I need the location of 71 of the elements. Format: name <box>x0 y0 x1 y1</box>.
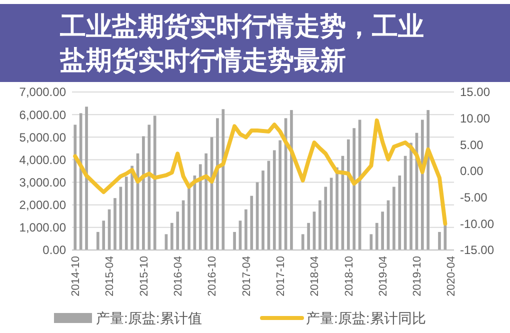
line-series <box>73 118 448 226</box>
bar <box>114 198 116 250</box>
y2-tick-label: 15.00 <box>460 85 490 100</box>
bar <box>336 167 338 250</box>
bar <box>278 140 282 250</box>
bar <box>370 234 373 250</box>
bar <box>148 124 151 250</box>
bar <box>124 176 128 250</box>
y2-tick-label: -10.00 <box>460 216 494 231</box>
bar <box>381 212 384 250</box>
bar <box>352 128 356 250</box>
x-tick-label: 2017-10 <box>274 256 287 296</box>
bar <box>102 220 106 250</box>
bar <box>176 212 180 250</box>
bar <box>272 150 276 250</box>
bar <box>130 166 134 250</box>
bar <box>142 136 145 250</box>
y-tick-label: 0.00 <box>42 243 66 258</box>
bar <box>85 106 88 250</box>
y2-tick-label: -5.00 <box>460 190 488 205</box>
bar <box>426 110 430 250</box>
bar <box>346 139 350 250</box>
bar <box>375 222 378 250</box>
x-tick-label: 2015-10 <box>138 256 150 296</box>
bar <box>324 186 328 250</box>
bar <box>96 232 100 250</box>
bar <box>216 118 219 250</box>
bar <box>198 164 202 250</box>
chart-title: 工业盐期货实时行情走势，工业盐期货实时行情走势最新 <box>59 12 424 76</box>
y2-tick-label: 5.00 <box>460 138 484 152</box>
x-tick-label: 2020-04 <box>446 256 458 296</box>
bar <box>420 120 424 250</box>
bar <box>301 234 304 250</box>
bar <box>398 176 402 250</box>
y2-tick-label: 10.00 <box>460 112 490 126</box>
y-tick-label: 7,000.00 <box>19 85 66 100</box>
y2-tick-label: -15.00 <box>460 243 494 258</box>
x-tick-label: 2014-10 <box>70 256 82 296</box>
y2-tick-label: 0.00 <box>460 164 484 178</box>
bar <box>222 109 225 250</box>
bar <box>262 170 264 250</box>
bar <box>188 186 190 250</box>
bar <box>438 232 441 250</box>
bar <box>250 196 254 250</box>
y-tick-label: 4,000.00 <box>19 152 66 167</box>
bar <box>204 153 208 250</box>
x-tick-label: 2016-04 <box>172 256 184 296</box>
legend-label: 产量:原盐:累计同比 <box>306 310 426 326</box>
x-tick-label: 2018-10 <box>343 256 356 296</box>
bar <box>74 124 77 250</box>
x-tick-label: 2018-04 <box>309 256 322 296</box>
y-tick-label: 6,000.00 <box>19 108 66 122</box>
y-tick-label: 1,000.00 <box>19 220 66 235</box>
bar <box>290 110 293 250</box>
legend-label: 产量:原盐:累计值 <box>96 310 202 326</box>
bar <box>153 116 156 250</box>
bar <box>318 200 322 250</box>
x-tick-label: 2016-10 <box>206 256 219 296</box>
y-tick-label: 2,000.00 <box>19 198 66 212</box>
bar <box>307 222 310 250</box>
y-tick-label: 5,000.00 <box>19 130 66 144</box>
x-tick-label: 2017-04 <box>240 256 253 296</box>
x-tick-label: 2019-04 <box>377 256 390 296</box>
bar <box>410 142 412 250</box>
x-tick-label: 2019-10 <box>412 256 424 296</box>
bar <box>392 186 396 250</box>
y-tick-label: 3,000.00 <box>19 175 66 190</box>
bar <box>233 232 236 250</box>
bar <box>244 209 248 250</box>
x-tick-label: 2015-04 <box>104 256 116 296</box>
bar <box>170 222 174 250</box>
